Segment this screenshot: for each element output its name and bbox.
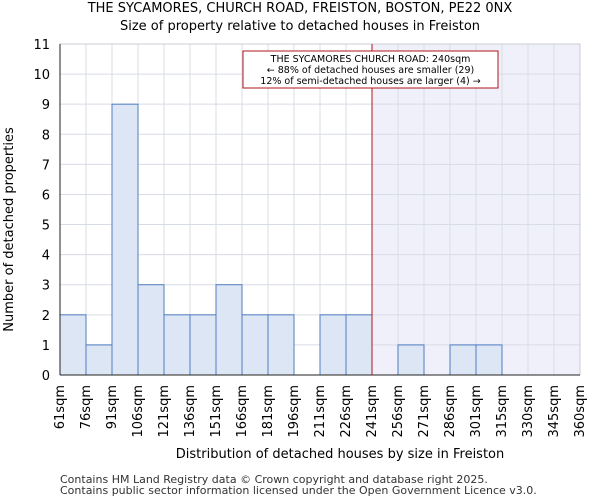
x-tick-label: 360sqm — [573, 385, 588, 438]
x-tick-label: 121sqm — [157, 385, 172, 438]
bar-91sqm — [111, 103, 139, 376]
x-tick-label: 301sqm — [469, 385, 484, 438]
y-tick-label: 0 — [42, 369, 50, 384]
y-tick-label: 8 — [42, 128, 50, 143]
x-tick-label: 91sqm — [105, 385, 120, 429]
y-tick-label: 5 — [42, 219, 50, 234]
y-tick-label: 7 — [42, 158, 50, 173]
bar-226sqm — [345, 314, 373, 376]
annotation-line-2: ← 88% of detached houses are smaller (29… — [267, 65, 474, 76]
x-tick-label: 196sqm — [287, 385, 302, 438]
x-axis-label: Distribution of detached houses by size … — [176, 447, 505, 462]
y-tick-label: 9 — [42, 98, 50, 113]
bar-286sqm — [449, 344, 477, 376]
bar-181sqm — [267, 314, 295, 376]
bar-136sqm — [189, 314, 217, 376]
x-tick-label: 286sqm — [443, 385, 458, 438]
bar-256sqm — [397, 344, 425, 376]
x-tick-label: 226sqm — [339, 385, 354, 438]
footer-line-1: Contains HM Land Registry data © Crown c… — [60, 473, 488, 486]
bar-76sqm — [85, 344, 113, 376]
y-tick-label: 10 — [33, 68, 50, 83]
bar-211sqm — [319, 314, 347, 376]
x-tick-label: 106sqm — [131, 385, 146, 438]
x-tick-label: 76sqm — [79, 385, 94, 429]
y-axis-label: Number of detached properties — [2, 127, 17, 332]
bar-121sqm — [163, 314, 191, 376]
y-tick-label: 6 — [42, 188, 50, 203]
x-tick-label: 330sqm — [521, 385, 536, 438]
chart-title: THE SYCAMORES, CHURCH ROAD, FREISTON, BO… — [87, 1, 513, 16]
x-tick-label: 166sqm — [235, 385, 250, 438]
y-tick-label: 3 — [42, 279, 50, 294]
x-tick-label: 271sqm — [417, 385, 432, 438]
chart-subtitle: Size of property relative to detached ho… — [119, 19, 481, 34]
bar-166sqm — [241, 314, 269, 376]
x-tick-label: 241sqm — [365, 385, 380, 438]
annotation-line-1: THE SYCAMORES CHURCH ROAD: 240sqm — [270, 54, 471, 65]
annotation-box — [242, 50, 499, 89]
x-tick-label: 211sqm — [313, 385, 328, 438]
bar-301sqm — [475, 344, 503, 376]
bar-106sqm — [137, 284, 165, 376]
x-tick-label: 61sqm — [53, 385, 68, 429]
footer-line-2: Contains public sector information licen… — [60, 484, 537, 497]
y-tick-label: 11 — [33, 38, 50, 53]
x-tick-label: 151sqm — [209, 385, 224, 438]
x-tick-label: 136sqm — [183, 385, 198, 438]
x-tick-label: 256sqm — [391, 385, 406, 438]
x-tick-label: 181sqm — [261, 385, 276, 438]
annotation-line-3: 12% of semi-detached houses are larger (… — [260, 76, 480, 87]
bar-61sqm — [59, 314, 87, 376]
bar-151sqm — [215, 284, 243, 376]
y-tick-label: 1 — [42, 339, 50, 354]
x-tick-label: 315sqm — [495, 385, 510, 438]
y-tick-label: 4 — [42, 249, 50, 264]
y-tick-label: 2 — [42, 309, 50, 324]
x-tick-label: 345sqm — [547, 385, 562, 438]
